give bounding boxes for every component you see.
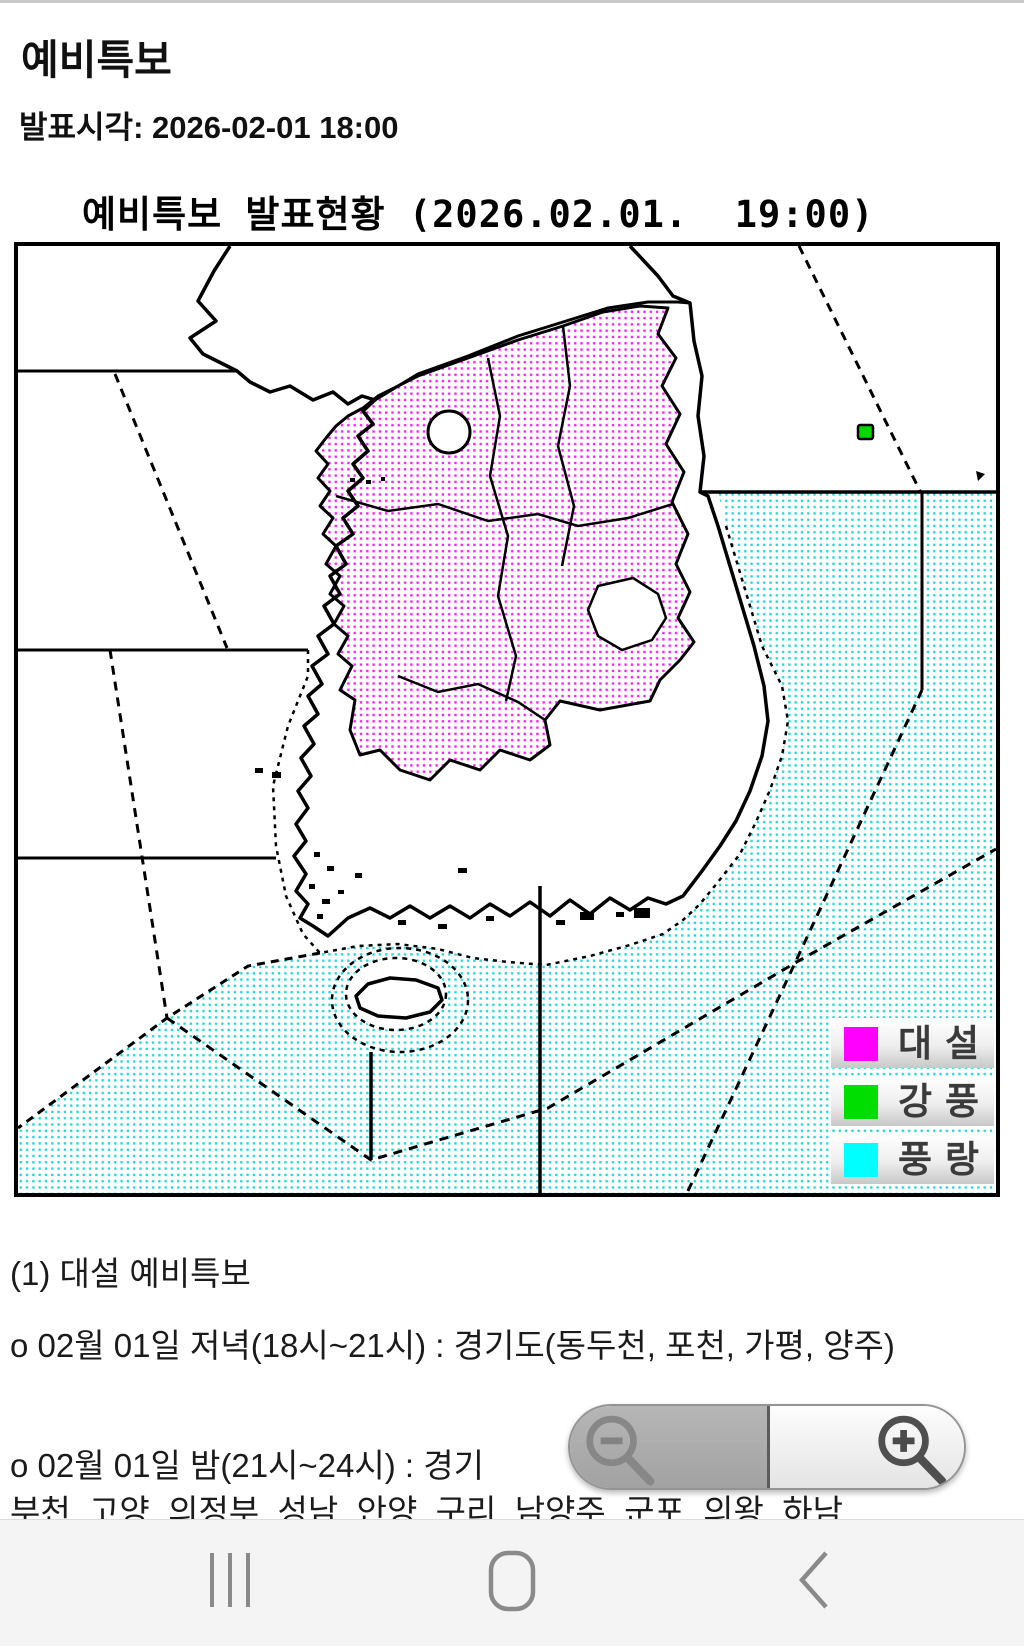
home-icon <box>488 1550 536 1612</box>
zoom-in-icon <box>878 1415 947 1486</box>
province-boundary-4 <box>556 325 576 567</box>
islands <box>255 471 985 929</box>
seoul-enclave <box>426 409 472 455</box>
province-boundary-1 <box>486 357 518 702</box>
recent-apps-button[interactable] <box>208 1550 252 1615</box>
coastal-water-boundary-west <box>271 650 321 954</box>
legend-label: 강풍 <box>898 1080 993 1123</box>
zoom-in-button[interactable] <box>767 1406 964 1488</box>
zoom-control <box>568 1404 966 1490</box>
province-boundary-2 <box>335 494 674 528</box>
dmz-border <box>374 300 691 402</box>
zoom-out-icon <box>586 1415 655 1486</box>
heavy-snow-swatch <box>844 1026 878 1061</box>
legend-label: 대설 <box>898 1022 993 1065</box>
report-line-night: o 02월 01일 밤(21시~24시) : 경기 <box>10 1447 484 1484</box>
legend-row-wind-waves: 풍랑 <box>831 1134 994 1184</box>
report-line-evening: o 02월 01일 저녁(18시~21시) : 경기도(동두천, 포천, 가평,… <box>10 1327 895 1364</box>
zoom-out-button[interactable] <box>570 1406 767 1488</box>
android-nav-bar <box>0 1519 1024 1646</box>
issued-time: 발표시각: 2026-02-01 18:00 <box>19 110 399 145</box>
home-button[interactable] <box>488 1550 536 1617</box>
coastline <box>188 246 770 938</box>
map-title: 예비특보 발표현황 (2026.02.01. 19:00) <box>82 193 875 236</box>
recent-apps-icon <box>210 1553 250 1607</box>
jeju-island <box>354 976 444 1020</box>
legend-row-strong-wind: 강풍 <box>831 1076 994 1126</box>
back-button[interactable] <box>798 1550 830 1615</box>
legend-label: 풍랑 <box>898 1138 993 1181</box>
sea-zone-diagonal-b <box>108 649 169 1019</box>
wind-waves-swatch <box>844 1142 878 1177</box>
legend-row-heavy-snow: 대설 <box>831 1018 994 1068</box>
report-section-title: (1) 대설 예비특보 <box>10 1255 251 1292</box>
korea-map-canvas <box>18 246 996 1193</box>
back-icon <box>798 1551 828 1609</box>
top-divider <box>0 0 1024 3</box>
inland-white-enclave <box>586 576 668 652</box>
south-sea-diagonal <box>166 847 996 1162</box>
map-legend: 대설 강풍 풍랑 <box>831 1018 994 1184</box>
east-sea-diagonal-north <box>797 246 922 492</box>
sea-zone-diagonal-a <box>113 373 229 649</box>
heavy-snow-region <box>314 304 696 782</box>
strong-wind-swatch <box>844 1084 878 1119</box>
wind-wave-sea-area <box>18 492 996 1193</box>
coastal-water-boundary-east <box>319 525 790 967</box>
advisory-map: 대설 강풍 풍랑 <box>14 242 1000 1197</box>
page-title: 예비특보 <box>21 37 172 83</box>
strong-wind-marker <box>856 423 875 441</box>
province-boundary-3 <box>397 674 546 722</box>
east-sea-diagonal-long <box>685 689 924 1193</box>
